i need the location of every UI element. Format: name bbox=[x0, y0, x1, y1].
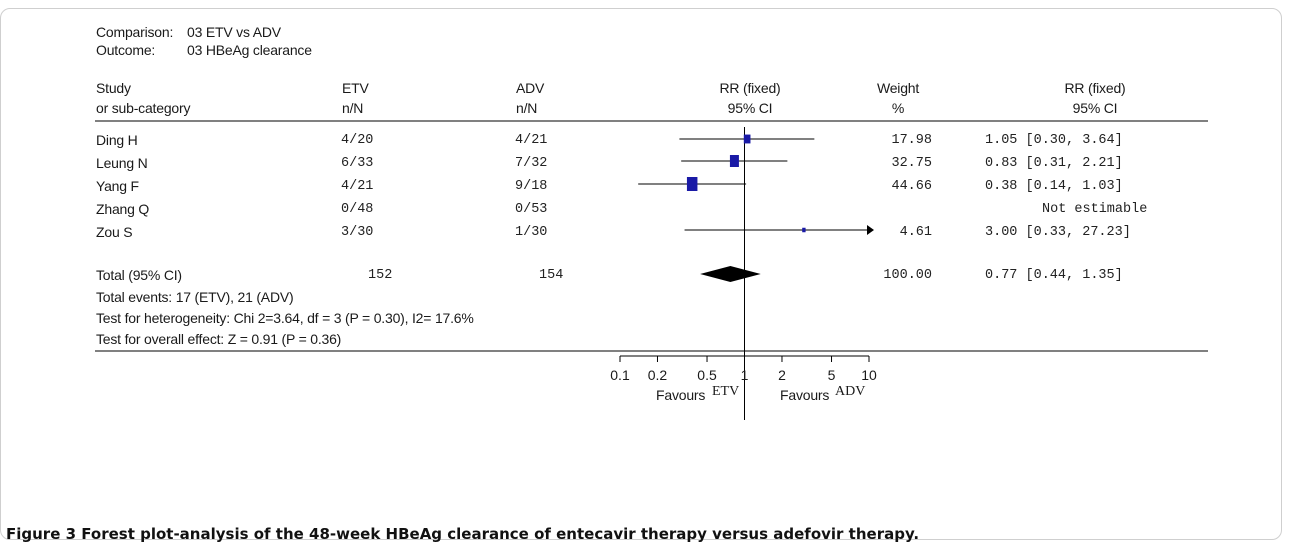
ci-text: 3.00 [0.33, 27.23] bbox=[985, 225, 1131, 240]
total-weight: 100.00 bbox=[883, 268, 932, 283]
col-etv: ETV bbox=[342, 80, 369, 96]
adv-count: 0/53 bbox=[515, 202, 548, 217]
total-events-note: Total events: 17 (ETV), 21 (ADV) bbox=[96, 289, 294, 305]
favours-right-prefix: Favours bbox=[780, 387, 830, 403]
col-rr: RR (fixed) bbox=[719, 80, 781, 96]
weight-value: 17.98 bbox=[891, 133, 932, 148]
comparison-value: 03 ETV vs ADV bbox=[187, 24, 281, 40]
ci-text: 1.05 [0.30, 3.64] bbox=[985, 133, 1123, 148]
x-tick-label: 0.1 bbox=[610, 367, 630, 383]
ci-arrow bbox=[867, 225, 874, 235]
effect-marker bbox=[802, 227, 806, 233]
col-adv-sub: n/N bbox=[516, 100, 538, 116]
total-etv: 152 bbox=[368, 268, 393, 283]
study-name: Zhang Q bbox=[96, 201, 150, 217]
etv-count: 3/30 bbox=[341, 225, 374, 240]
col-adv: ADV bbox=[516, 80, 545, 96]
weight-value: 44.66 bbox=[891, 179, 932, 194]
comparison-label: Comparison: bbox=[96, 24, 174, 40]
col-etv-sub: n/N bbox=[342, 100, 364, 116]
col-weight: Weight bbox=[876, 80, 920, 96]
effect-marker bbox=[686, 177, 698, 191]
figure-caption: Figure 3 Forest plot-analysis of the 48-… bbox=[6, 525, 920, 543]
total-ci-text: 0.77 [0.44, 1.35] bbox=[985, 268, 1123, 283]
favours-left-label: ETV bbox=[712, 384, 740, 399]
adv-count: 1/30 bbox=[515, 225, 548, 240]
etv-count: 4/20 bbox=[341, 133, 374, 148]
weight-value: 4.61 bbox=[899, 225, 932, 240]
adv-count: 4/21 bbox=[515, 133, 548, 148]
ci-text: Not estimable bbox=[1042, 202, 1148, 217]
total-adv: 154 bbox=[539, 268, 564, 283]
x-tick-label: 10 bbox=[861, 367, 877, 383]
study-name: Zou S bbox=[96, 224, 133, 240]
ci-text: 0.83 [0.31, 2.21] bbox=[985, 156, 1123, 171]
adv-count: 9/18 bbox=[515, 179, 548, 194]
etv-count: 4/21 bbox=[341, 179, 374, 194]
x-tick-label: 0.2 bbox=[648, 367, 668, 383]
etv-count: 6/33 bbox=[341, 156, 374, 171]
col-weight-sub: % bbox=[891, 100, 905, 116]
effect-marker bbox=[729, 155, 739, 167]
heterogeneity-note: Test for heterogeneity: Chi 2=3.64, df =… bbox=[96, 310, 474, 326]
study-name: Yang F bbox=[96, 178, 139, 194]
study-name: Ding H bbox=[96, 132, 138, 148]
effect-marker bbox=[743, 134, 751, 144]
adv-count: 7/32 bbox=[515, 156, 548, 171]
col-study-sub: or sub-category bbox=[96, 100, 191, 116]
x-tick-label: 2 bbox=[778, 367, 786, 383]
figure-frame bbox=[0, 8, 1282, 540]
col-rr2: RR (fixed) bbox=[1064, 80, 1126, 96]
x-tick-label: 5 bbox=[828, 367, 836, 383]
outcome-value: 03 HBeAg clearance bbox=[187, 42, 312, 58]
outcome-label: Outcome: bbox=[96, 42, 156, 58]
x-tick-label: 0.5 bbox=[697, 367, 717, 383]
study-name: Leung N bbox=[96, 155, 148, 171]
col-study: Study bbox=[96, 80, 131, 96]
x-tick-label: 1 bbox=[741, 367, 749, 383]
pooled-diamond bbox=[700, 266, 761, 282]
col-rr-sub: 95% CI bbox=[727, 100, 773, 116]
overall-effect-note: Test for overall effect: Z = 0.91 (P = 0… bbox=[96, 331, 342, 347]
col-rr2-sub: 95% CI bbox=[1072, 100, 1118, 116]
total-label: Total (95% CI) bbox=[96, 267, 182, 283]
ci-text: 0.38 [0.14, 1.03] bbox=[985, 179, 1123, 194]
etv-count: 0/48 bbox=[341, 202, 374, 217]
weight-value: 32.75 bbox=[891, 156, 932, 171]
favours-left-prefix: Favours bbox=[656, 387, 706, 403]
favours-right-label: ADV bbox=[835, 384, 866, 399]
